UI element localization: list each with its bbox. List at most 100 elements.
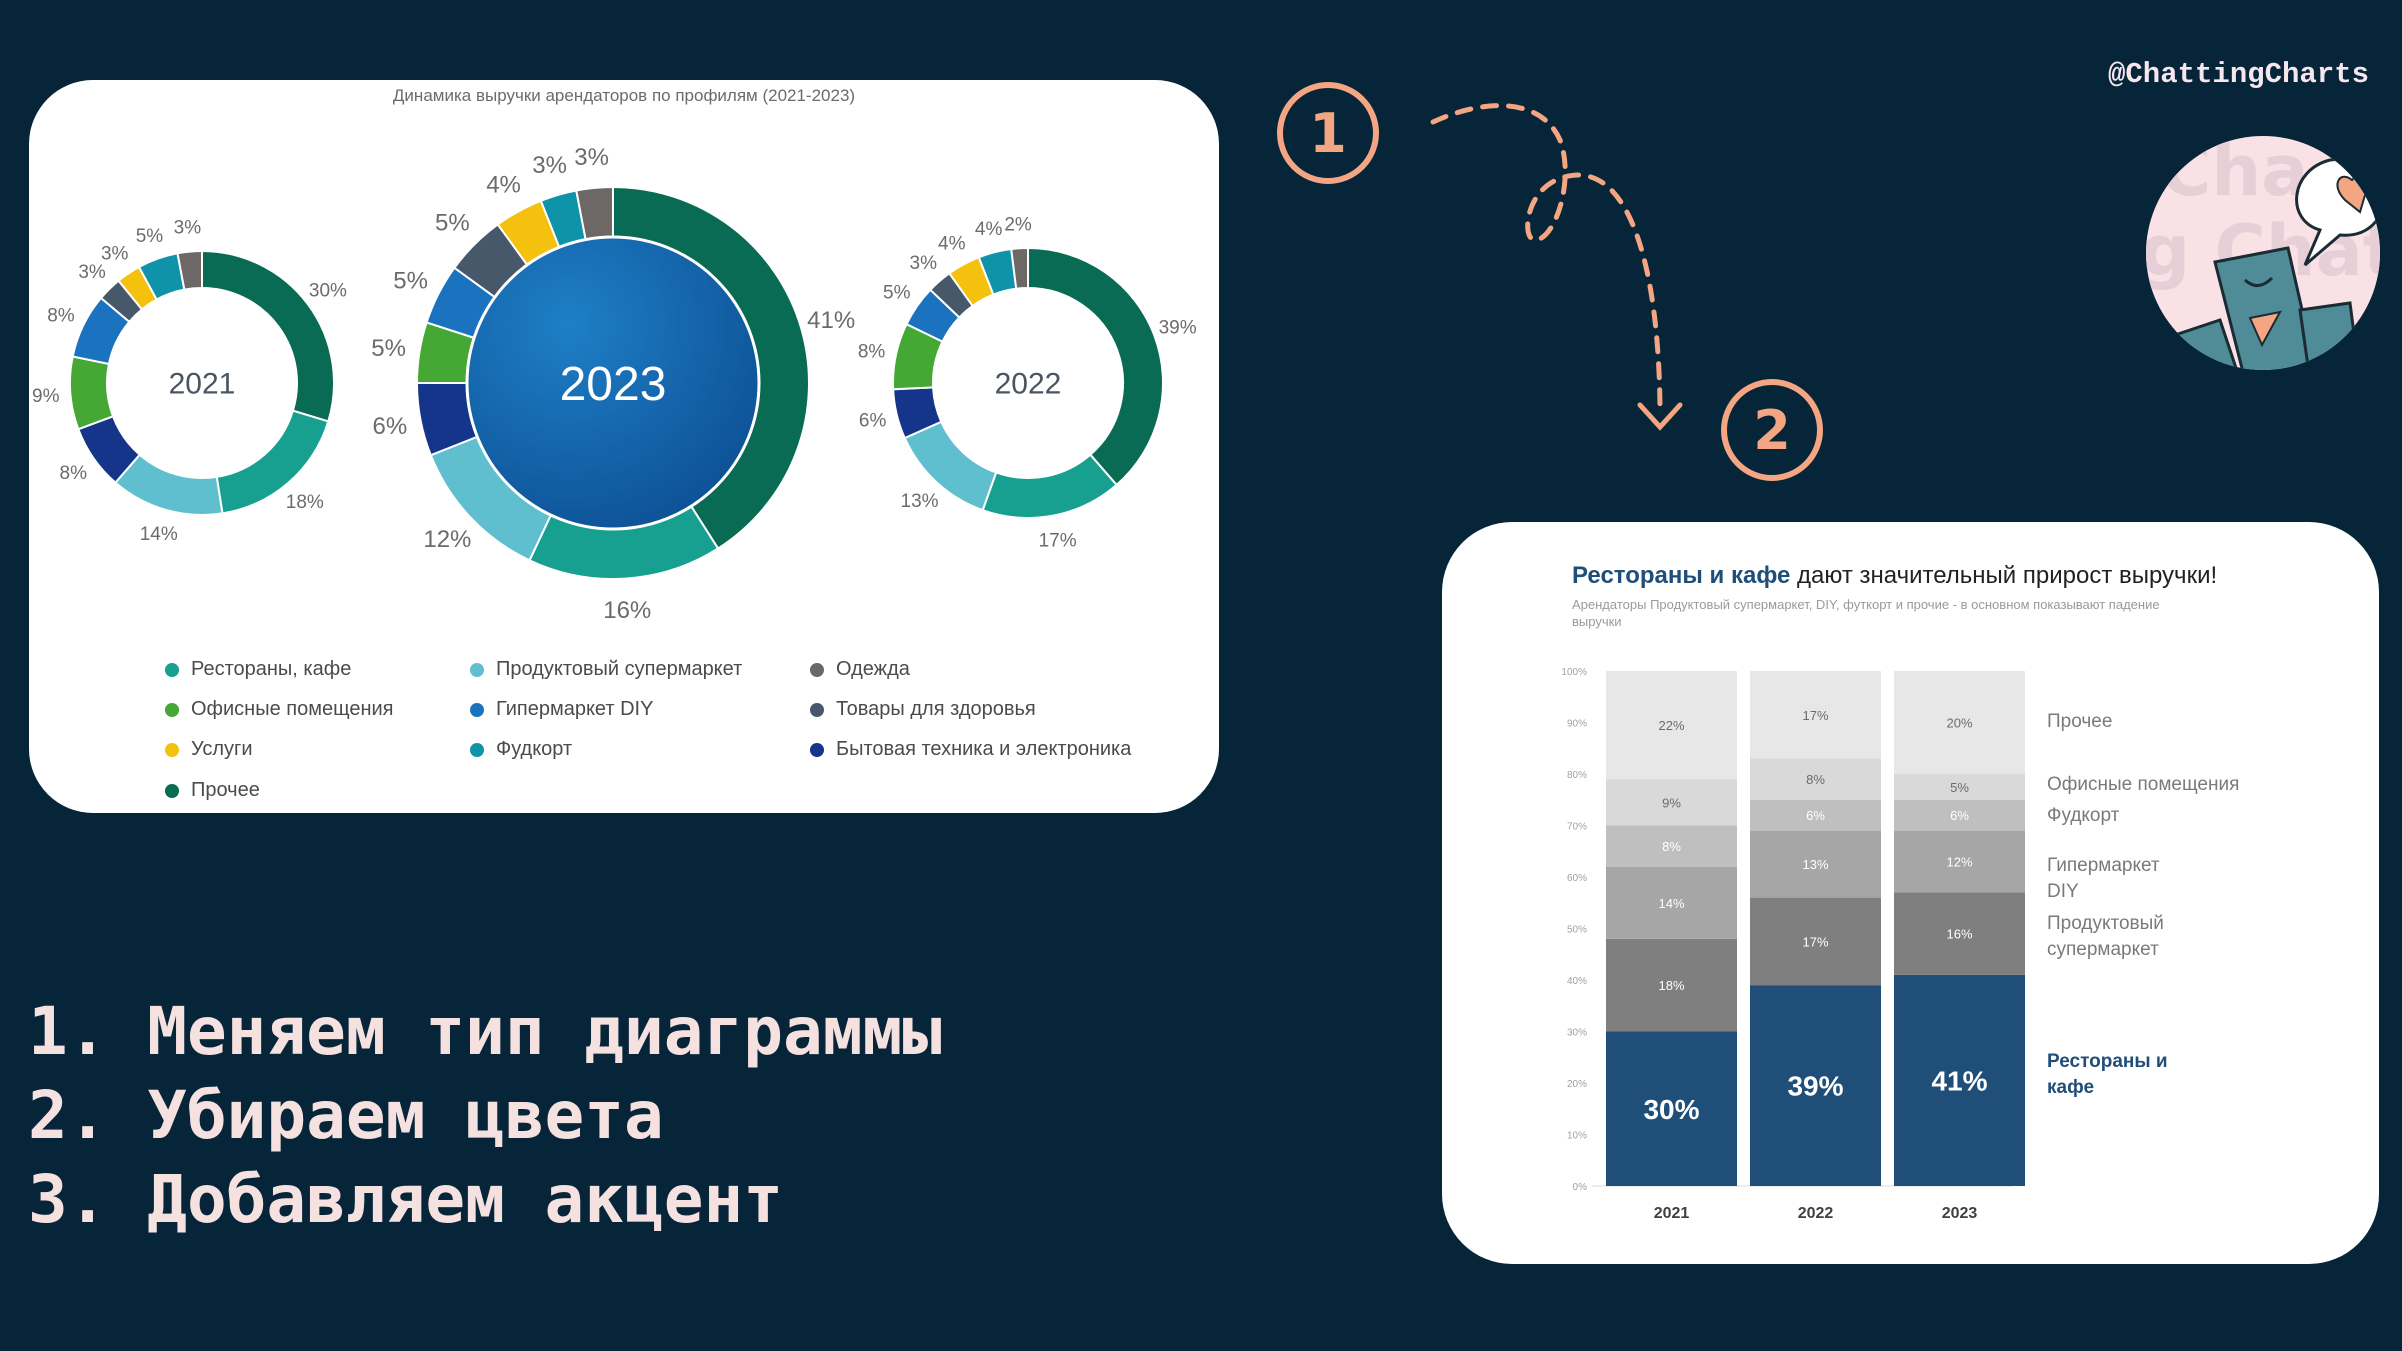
legend-swatch (810, 702, 824, 717)
bar-segment (1894, 799, 2025, 831)
donut-center-label: 2023 (560, 358, 667, 411)
legend-item: Рестораны, кафе (165, 658, 351, 681)
steps-list: 1. Меняем тип диаграммы 2. Убираем цвета 3… (28, 990, 942, 1242)
slice-label: 5% (136, 226, 164, 247)
slice-label: 3% (910, 253, 938, 274)
donut-slice (1010, 246, 1029, 290)
bar-value-label: 9% (1662, 795, 1681, 810)
bar-segment (1894, 830, 2025, 893)
legend-item: Товары для здоровья (810, 698, 1036, 721)
legend-item: Одежда (810, 658, 910, 681)
arrow-head-icon (1637, 402, 1683, 431)
bar-segment (1894, 974, 2025, 1186)
step-badge-1: 1 (1277, 82, 1379, 184)
y-tick-label: 70% (1567, 822, 1587, 833)
slice-label: 8% (858, 342, 886, 363)
slice-label: 5% (883, 283, 911, 304)
bar-value-label: 22% (1658, 718, 1684, 733)
legend-label: Услуги (191, 738, 253, 760)
legend-item: Бытовая техника и электроника (810, 738, 1131, 761)
slice-label: 12% (423, 526, 471, 553)
legend-label: Фудкорт (496, 738, 573, 760)
slice-label: 3% (574, 144, 609, 171)
heart-icon (2336, 174, 2370, 214)
slice-label: 2% (1004, 214, 1032, 235)
dashed-arrow (1430, 103, 1663, 418)
slice-label: 17% (1039, 531, 1077, 552)
slice-label: 16% (603, 597, 651, 624)
donut-center-label: 2022 (995, 368, 1062, 401)
donut-slice (176, 249, 203, 291)
legend-item: Фудкорт (470, 738, 572, 761)
bar-segment (1606, 866, 1737, 939)
bar-value-label: 17% (1802, 934, 1828, 949)
bar-segment (1606, 671, 1737, 780)
stacked-bar-card: Рестораны и кафе дают значительный приро… (1442, 522, 2379, 1264)
donut-center-label: 2021 (169, 368, 236, 401)
legend-label: Прочее (191, 779, 260, 801)
bar-value-label: 14% (1658, 896, 1684, 911)
legend-item: Офисные помещения (165, 698, 394, 721)
series-label: Рестораны и кафе (2047, 1051, 2168, 1098)
series-label: Прочее (2047, 711, 2113, 732)
legend-label: Одежда (836, 658, 910, 680)
slice-label: 30% (309, 280, 347, 301)
bar-value-label: 16% (1946, 927, 1972, 942)
bar-chart-title: Рестораны и кафе дают значительный приро… (1572, 562, 2217, 590)
legend-swatch (165, 662, 179, 677)
x-tick-label: 2023 (1942, 1205, 1978, 1222)
y-tick-label: 40% (1567, 976, 1587, 987)
legend-swatch (470, 702, 484, 717)
bar-segment (1750, 799, 1881, 831)
legend-label: Продуктовый супермаркет (496, 658, 743, 680)
bar-segment (1606, 779, 1737, 826)
y-tick-label: 100% (1561, 667, 1587, 678)
donut-charts-card: Динамика выручки арендаторов по профилям… (29, 80, 1219, 813)
y-tick-label: 90% (1567, 719, 1587, 730)
donut-center (465, 235, 761, 531)
slice-label: 9% (32, 386, 60, 407)
legend-label: Бытовая техника и электроника (836, 738, 1132, 760)
slice-label: 5% (435, 210, 470, 237)
series-label: Продуктовый супермаркет (2047, 913, 2164, 960)
bar-segment (1606, 1031, 1737, 1186)
x-tick-label: 2021 (1654, 1205, 1690, 1222)
slice-label: 4% (486, 171, 521, 198)
bar-value-label: 13% (1802, 857, 1828, 872)
slice-label: 5% (371, 335, 406, 362)
bar-value-label: 6% (1950, 808, 1969, 823)
slice-label: 4% (975, 219, 1003, 240)
y-tick-label: 50% (1567, 925, 1587, 936)
bar-segment (1894, 671, 2025, 774)
author-handle: @ChattingCharts (2108, 58, 2370, 91)
donut-charts: 30%18%14%8%9%8%3%3%5% 3%202141%16%12%6%5%… (32, 144, 1197, 624)
bar-segment (1750, 897, 1881, 986)
bar-2022: 39% 17% 13% 6% 8% 17% (1750, 671, 1881, 1186)
bar-value-label: 17% (1802, 708, 1828, 723)
series-label: Гипермаркет DIY (2047, 855, 2160, 902)
slice-label: 3% (78, 262, 106, 283)
legend-label: Гипермаркет DIY (496, 698, 654, 720)
donut-slice (981, 453, 1118, 519)
bar-segment (1894, 774, 2025, 800)
slice-label: 5% (393, 267, 428, 294)
bar-segment (1750, 758, 1881, 800)
y-tick-label: 10% (1567, 1131, 1587, 1142)
legend-swatch (470, 662, 484, 677)
slice-label: 8% (47, 305, 75, 326)
donut-slice (69, 355, 115, 431)
legend-swatch (470, 742, 484, 757)
bar-value-label: 5% (1950, 780, 1969, 795)
y-tick-label: 80% (1567, 770, 1587, 781)
step-1: 1. Меняем тип диаграммы (28, 993, 942, 1070)
bar-segment (1750, 671, 1881, 759)
bar-2023: 41% 16% 12% 6% 5% 20% (1894, 671, 2025, 1186)
slice-label: 41% (807, 307, 855, 334)
bar-value-label: 20% (1946, 716, 1972, 731)
slice-label: 13% (901, 491, 939, 512)
slice-label: 18% (286, 492, 324, 513)
y-tick-label: 20% (1567, 1079, 1587, 1090)
y-tick-label: 0% (1573, 1182, 1588, 1193)
bar-segment (1894, 892, 2025, 975)
bar-value-label: 18% (1658, 978, 1684, 993)
